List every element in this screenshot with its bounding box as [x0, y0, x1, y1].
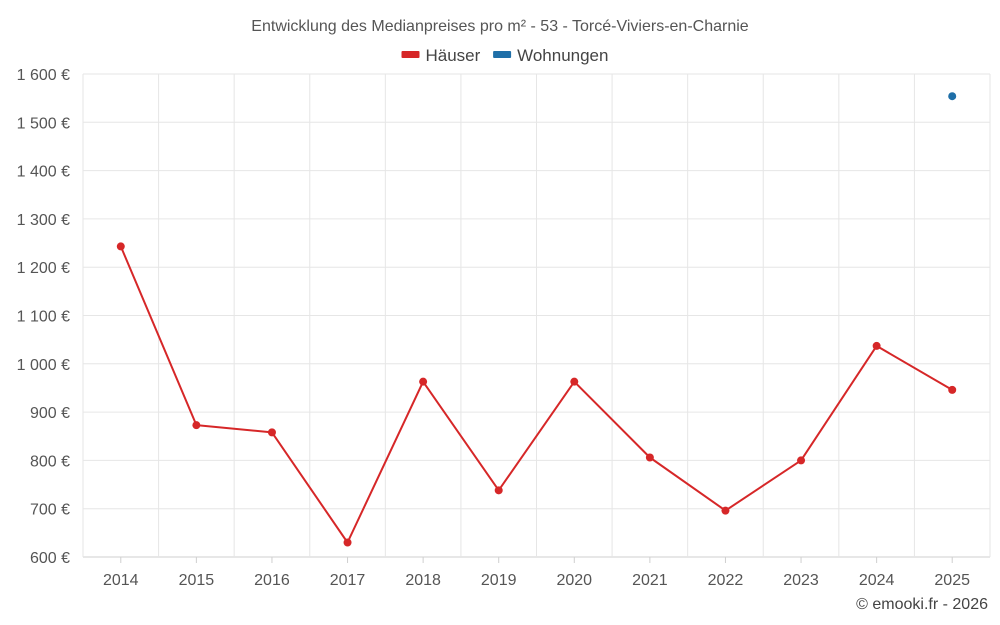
- y-tick-label: 900 €: [30, 405, 70, 422]
- grid: [82, 73, 991, 558]
- series-layer: [116, 92, 957, 547]
- x-tick-label: 2018: [405, 572, 441, 589]
- data-point[interactable]: [419, 377, 428, 386]
- data-point[interactable]: [797, 456, 806, 465]
- legend-swatch: [493, 51, 512, 58]
- y-tick-label: 1 000 €: [17, 357, 70, 374]
- data-point[interactable]: [872, 341, 881, 350]
- series-line: [119, 246, 953, 544]
- series-0: [116, 242, 957, 547]
- data-point[interactable]: [267, 428, 276, 437]
- y-tick-label: 700 €: [30, 502, 70, 519]
- x-tick-label: 2015: [179, 572, 215, 589]
- x-tick-label: 2021: [632, 572, 668, 589]
- x-axis: 2014 2015 2016 2017 2018 2019 2020 2021 2022 2023…: [103, 557, 970, 589]
- credit-text: © emooki.fr - 2026: [856, 596, 988, 613]
- legend-label: Wohnungen: [517, 46, 608, 65]
- y-tick-label: 1 300 €: [17, 212, 70, 229]
- x-tick-label: 2024: [859, 572, 895, 589]
- x-tick-label: 2017: [330, 572, 366, 589]
- data-point[interactable]: [948, 92, 957, 101]
- legend: Häuser Wohnungen: [401, 46, 608, 65]
- data-point[interactable]: [645, 453, 654, 462]
- y-tick-label: 600 €: [30, 550, 70, 567]
- y-tick-label: 1 200 €: [17, 260, 70, 277]
- data-point[interactable]: [570, 377, 579, 386]
- data-point[interactable]: [116, 242, 125, 251]
- x-tick-label: 2025: [934, 572, 970, 589]
- series-1: [948, 92, 957, 101]
- x-tick-label: 2020: [556, 572, 592, 589]
- legend-swatch: [401, 51, 420, 58]
- x-tick-label: 2019: [481, 572, 517, 589]
- legend-item[interactable]: Wohnungen: [493, 46, 608, 65]
- y-tick-label: 1 400 €: [17, 164, 70, 181]
- data-point[interactable]: [192, 421, 201, 430]
- data-point[interactable]: [948, 385, 957, 394]
- data-point[interactable]: [494, 486, 503, 495]
- y-tick-label: 1 500 €: [17, 115, 70, 132]
- y-tick-label: 1 600 €: [17, 67, 70, 84]
- legend-item[interactable]: Häuser: [401, 46, 481, 65]
- y-tick-label: 1 100 €: [17, 309, 70, 326]
- x-tick-label: 2016: [254, 572, 290, 589]
- x-tick-label: 2023: [783, 572, 819, 589]
- x-tick-label: 2022: [708, 572, 744, 589]
- y-axis: 600 € 700 € 800 € 900 € 1 000 € 1 100 € 1 200 …: [17, 67, 70, 567]
- legend-label: Häuser: [426, 46, 481, 65]
- data-point[interactable]: [343, 538, 352, 547]
- chart-title: Entwicklung des Medianpreises pro m² - 5…: [251, 18, 748, 35]
- data-point[interactable]: [721, 506, 730, 515]
- y-tick-label: 800 €: [30, 453, 70, 470]
- x-tick-label: 2014: [103, 572, 139, 589]
